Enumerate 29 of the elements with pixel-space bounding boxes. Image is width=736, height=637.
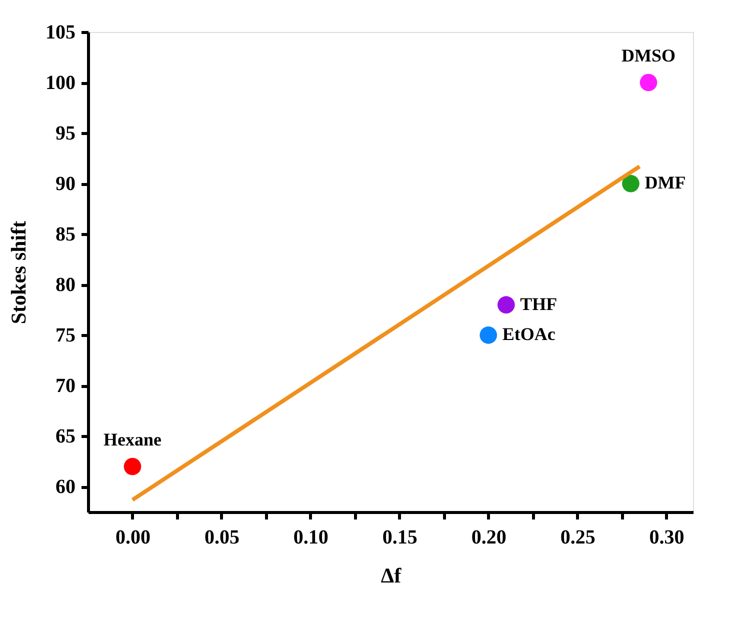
y-tick-label: 60 <box>56 476 76 498</box>
x-tick-label: 0.00 <box>115 526 150 548</box>
point <box>498 296 515 314</box>
y-tick-label: 95 <box>56 122 76 145</box>
y-axis-title: Stokes shift <box>6 220 30 324</box>
point <box>124 458 142 476</box>
annotation: THF <box>520 294 558 314</box>
y-tick-label: 85 <box>56 224 76 246</box>
point <box>622 174 640 192</box>
y-tick-label: 105 <box>46 22 76 44</box>
x-tick-label: 0.10 <box>293 526 328 548</box>
y-tick-label: 90 <box>56 173 76 196</box>
x-tick-label: 0.20 <box>471 526 506 548</box>
annotation: DMF <box>644 172 686 193</box>
x-tick-label: 0.05 <box>204 526 240 548</box>
y-tick-label: 70 <box>56 375 76 398</box>
annotation: EtOAc <box>502 324 556 344</box>
y-tick-label: 80 <box>56 274 76 296</box>
y-tick-label: 65 <box>56 426 76 448</box>
annotation: Hexane <box>103 430 162 450</box>
point <box>480 326 498 344</box>
y-tick-label: 75 <box>56 324 76 347</box>
point <box>640 74 658 92</box>
x-tick-label: 0.15 <box>382 526 418 548</box>
x-axis-title: Δf <box>380 564 402 588</box>
y-tick-label: 100 <box>46 72 76 94</box>
x-tick-label: 0.30 <box>649 526 684 548</box>
annotation: DMSO <box>622 46 676 66</box>
x-tick-label: 0.25 <box>560 526 596 548</box>
